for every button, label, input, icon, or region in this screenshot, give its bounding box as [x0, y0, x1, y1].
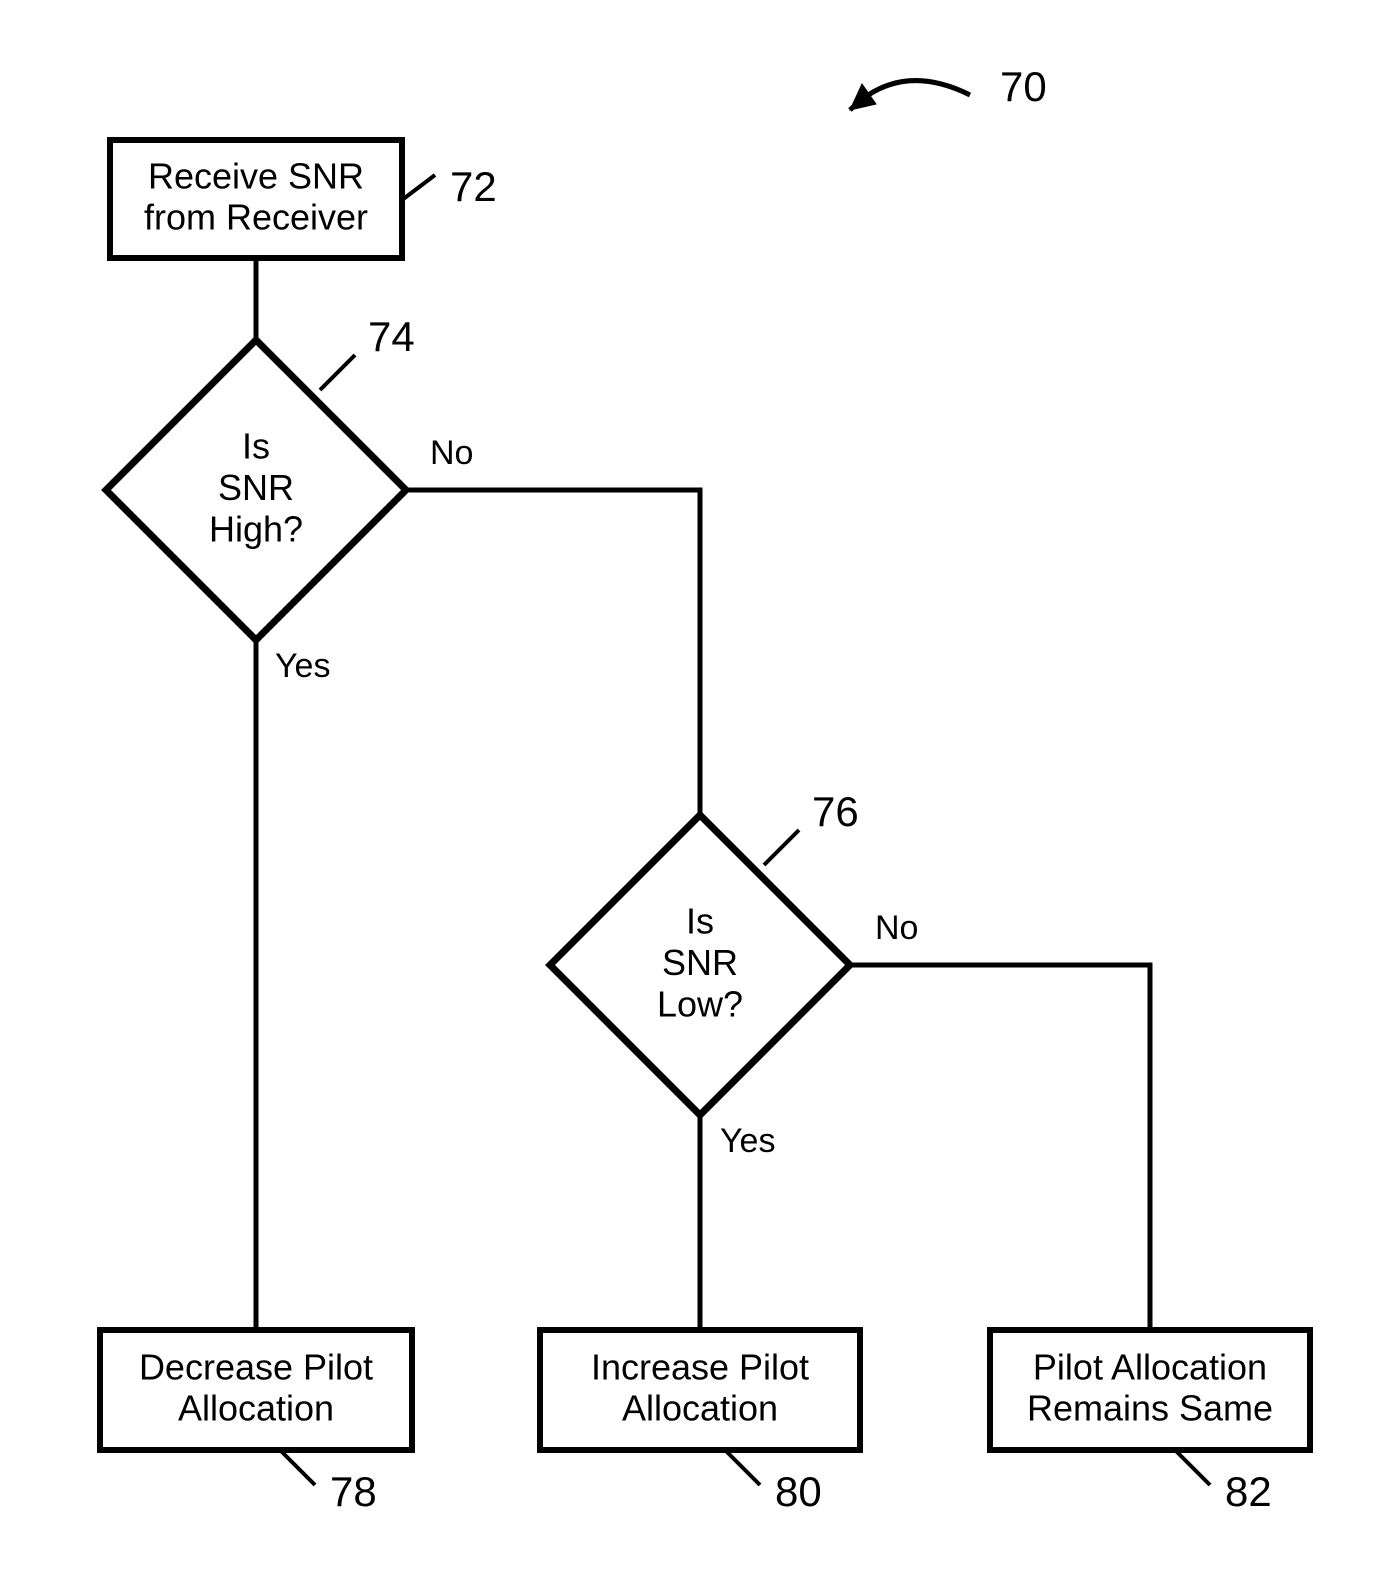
ref-leader	[725, 1450, 760, 1485]
node-n78: Decrease PilotAllocation78	[100, 1330, 412, 1515]
node-n74: IsSNRHigh?74	[106, 313, 415, 640]
edge-label: Yes	[720, 1122, 775, 1160]
node-n72: Receive SNRfrom Receiver 72	[110, 140, 497, 258]
figure-ref: 70	[850, 63, 1047, 110]
node-n76: IsSNRLow?76	[550, 788, 859, 1115]
edge-label: No	[430, 434, 473, 472]
ref-leader	[1175, 1450, 1210, 1485]
node-label: Receive SNRfrom Receiver	[144, 155, 368, 237]
ref-leader	[280, 1450, 315, 1485]
ref-leader	[320, 355, 355, 390]
node-label: Increase PilotAllocation	[591, 1346, 809, 1428]
ref-leader	[402, 175, 435, 200]
edge	[850, 965, 1150, 1330]
edge	[406, 490, 700, 815]
flowchart-canvas: Yes No Yes No Receive SNRfrom Receiver 72 IsSN…	[0, 0, 1385, 1594]
ref-leader	[764, 830, 799, 865]
node-n80: Increase PilotAllocation 80	[540, 1330, 860, 1515]
edge-label: Yes	[275, 647, 330, 685]
node-label: Pilot AllocationRemains Same	[1027, 1346, 1273, 1428]
node-n82: Pilot AllocationRemains Same 82	[990, 1330, 1310, 1515]
ref-label: 78	[330, 1468, 377, 1515]
ref-label: 80	[775, 1468, 822, 1515]
ref-label: 72	[450, 163, 497, 210]
edge-label: No	[875, 909, 918, 947]
ref-label: 82	[1225, 1468, 1272, 1515]
ref-label: 74	[368, 313, 415, 360]
arrowhead-icon	[850, 84, 876, 110]
figure-ref-label: 70	[1000, 63, 1047, 110]
ref-label: 76	[812, 788, 859, 835]
